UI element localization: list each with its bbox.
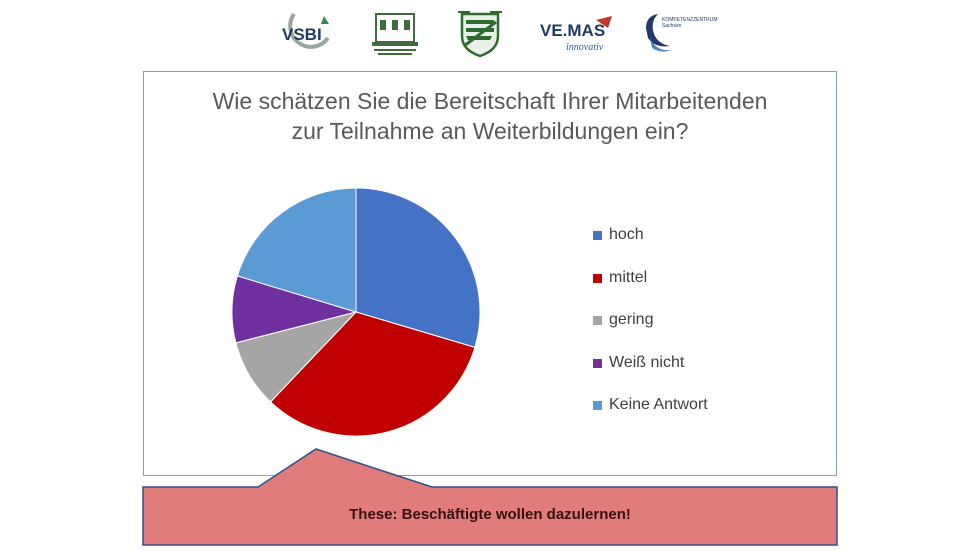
callout-bubble <box>142 448 838 546</box>
legend-swatch <box>593 316 602 325</box>
legend-label: mittel <box>609 268 648 286</box>
chart-frame: Wie schätzen Sie die Bereitschaft Ihrer … <box>143 71 837 476</box>
vsbi-logo: VSBI <box>282 12 330 49</box>
legend-swatch <box>593 401 602 410</box>
logo-row: VSBI VE.MAS innovativ KOMPETENZZENTRUM S… <box>0 8 980 60</box>
vsbi-logo-text: VSBI <box>282 25 322 44</box>
saxony-crest-logo <box>458 11 502 58</box>
vemas-logo: VE.MAS innovativ <box>540 16 612 53</box>
building-seal-logo <box>372 13 418 55</box>
pie-slice-mittel <box>269 311 476 437</box>
chart-title: Wie schätzen Sie die Bereitschaft Ihrer … <box>144 86 836 146</box>
legend-label: Keine Antwort <box>609 396 708 413</box>
chart-title-line-2: zur Teilnahme an Weiterbildungen ein? <box>291 118 689 144</box>
pie-slice-hoch <box>355 187 481 348</box>
vemas-logo-text: VE.MAS <box>540 21 605 40</box>
legend-label: Weiß nicht <box>609 353 685 371</box>
kompetenzzentrum-logo-subtext: Sachsen <box>662 23 682 29</box>
legend-swatch <box>593 358 602 368</box>
kompetenzzentrum-logo-text: KOMPETENZZENTRUM <box>662 17 718 23</box>
legend-label: hoch <box>609 226 644 243</box>
kompetenzzentrum-logo: KOMPETENZZENTRUM Sachsen <box>646 14 718 52</box>
legend-swatch <box>593 273 602 283</box>
vemas-logo-subtext: innovativ <box>566 42 604 53</box>
legend-label: gering <box>609 311 654 328</box>
chart-title-line-1: Wie schätzen Sie die Bereitschaft Ihrer … <box>212 88 768 114</box>
pie-slice-keine-antwort <box>236 187 357 313</box>
pie-chart <box>231 187 481 437</box>
legend-swatch <box>593 231 602 240</box>
callout-text: These: Beschäftigte wollen dazulernen! <box>349 506 631 523</box>
